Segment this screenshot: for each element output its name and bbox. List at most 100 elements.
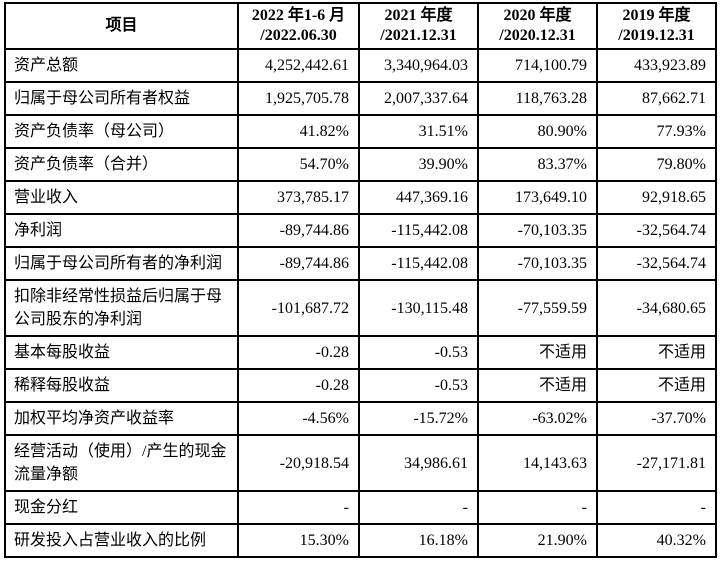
column-header-2019: 2019 年度 /2019.12.31	[596, 2, 717, 50]
item-cell: 经营活动（使用）/产生的现金流量净额	[4, 434, 239, 492]
value-cell: 14,143.63	[477, 434, 598, 492]
table-row: 营业收入 373,785.17 447,369.16 173,649.10 92,918…	[4, 180, 717, 215]
value-cell: 4,252,442.61	[237, 48, 360, 83]
column-header-line2: /2021.12.31	[380, 27, 457, 44]
value-cell: -	[358, 490, 479, 525]
value-cell: 54.70%	[237, 147, 360, 182]
value-cell: 118,763.28	[477, 81, 598, 116]
column-header-line2: /2022.06.30	[260, 27, 337, 44]
column-header-item: 项目	[4, 2, 239, 50]
value-cell: -34,680.65	[596, 279, 717, 337]
table-row: 加权平均净资产收益率 -4.56% -15.72% -63.02% -37.70%	[4, 401, 717, 436]
value-cell: 不适用	[477, 335, 598, 370]
value-cell: -32,564.74	[596, 246, 717, 281]
column-header-2020: 2020 年度 /2020.12.31	[477, 2, 598, 50]
value-cell: 92,918.65	[596, 180, 717, 215]
column-header-line1: 2021 年度	[384, 7, 453, 24]
value-cell: -0.28	[237, 335, 360, 370]
value-cell: 34,986.61	[358, 434, 479, 492]
value-cell: 不适用	[596, 368, 717, 403]
value-cell: 77.93%	[596, 114, 717, 149]
column-header-line1: 2020 年度	[503, 7, 572, 24]
value-cell: 79.80%	[596, 147, 717, 182]
item-cell: 归属于母公司所有者权益	[4, 81, 239, 116]
table-row: 研发投入占营业收入的比例 15.30% 16.18% 21.90% 40.32%	[4, 523, 717, 558]
value-cell: 21.90%	[477, 523, 598, 558]
table-row: 扣除非经常性损益后归属于母公司股东的净利润 -101,687.72 -130,115…	[4, 279, 717, 337]
value-cell: -	[477, 490, 598, 525]
column-header-line2: /2019.12.31	[618, 27, 695, 44]
value-cell: -4.56%	[237, 401, 360, 436]
value-cell: -0.53	[358, 335, 479, 370]
column-header-2022: 2022 年1-6 月 /2022.06.30	[237, 2, 360, 50]
value-cell: -70,103.35	[477, 246, 598, 281]
value-cell: 3,340,964.03	[358, 48, 479, 83]
value-cell: 不适用	[477, 368, 598, 403]
column-header-line1: 2022 年1-6 月	[251, 7, 346, 24]
value-cell: 173,649.10	[477, 180, 598, 215]
item-cell: 资产负债率（母公司）	[4, 114, 239, 149]
value-cell: -15.72%	[358, 401, 479, 436]
value-cell: 714,100.79	[477, 48, 598, 83]
table-row: 基本每股收益 -0.28 -0.53 不适用 不适用	[4, 335, 717, 370]
value-cell: 2,007,337.64	[358, 81, 479, 116]
table-row: 资产总额 4,252,442.61 3,340,964.03 714,100.79 43…	[4, 48, 717, 83]
value-cell: 87,662.71	[596, 81, 717, 116]
value-cell: -89,744.86	[237, 213, 360, 248]
header-row: 项目 2022 年1-6 月 /2022.06.30 2021 年度 /2021…	[4, 2, 717, 50]
table-row: 归属于母公司所有者权益 1,925,705.78 2,007,337.64 118,7…	[4, 81, 717, 116]
value-cell: -130,115.48	[358, 279, 479, 337]
column-header-2021: 2021 年度 /2021.12.31	[358, 2, 479, 50]
item-cell: 净利润	[4, 213, 239, 248]
value-cell: -63.02%	[477, 401, 598, 436]
value-cell: -27,171.81	[596, 434, 717, 492]
value-cell: 41.82%	[237, 114, 360, 149]
value-cell: 373,785.17	[237, 180, 360, 215]
table-row: 经营活动（使用）/产生的现金流量净额 -20,918.54 34,986.61 14,…	[4, 434, 717, 492]
table-row: 归属于母公司所有者的净利润 -89,744.86 -115,442.08 -70,10…	[4, 246, 717, 281]
value-cell: -32,564.74	[596, 213, 717, 248]
value-cell: -101,687.72	[237, 279, 360, 337]
table-body: 资产总额 4,252,442.61 3,340,964.03 714,100.79 43…	[4, 48, 717, 558]
value-cell: -20,918.54	[237, 434, 360, 492]
value-cell: -	[237, 490, 360, 525]
table-row: 净利润 -89,744.86 -115,442.08 -70,103.35 -32,56…	[4, 213, 717, 248]
value-cell: -115,442.08	[358, 213, 479, 248]
value-cell: 15.30%	[237, 523, 360, 558]
value-cell: -89,744.86	[237, 246, 360, 281]
item-cell: 研发投入占营业收入的比例	[4, 523, 239, 558]
item-cell: 现金分红	[4, 490, 239, 525]
item-cell: 营业收入	[4, 180, 239, 215]
table-row: 稀释每股收益 -0.28 -0.53 不适用 不适用	[4, 368, 717, 403]
value-cell: 83.37%	[477, 147, 598, 182]
value-cell: -37.70%	[596, 401, 717, 436]
value-cell: 1,925,705.78	[237, 81, 360, 116]
value-cell: 不适用	[596, 335, 717, 370]
value-cell: 16.18%	[358, 523, 479, 558]
value-cell: 39.90%	[358, 147, 479, 182]
value-cell: 433,923.89	[596, 48, 717, 83]
table-row: 资产负债率（母公司） 41.82% 31.51% 80.90% 77.93%	[4, 114, 717, 149]
value-cell: 80.90%	[477, 114, 598, 149]
value-cell: 447,369.16	[358, 180, 479, 215]
item-cell: 资产总额	[4, 48, 239, 83]
value-cell: -0.53	[358, 368, 479, 403]
item-cell: 加权平均净资产收益率	[4, 401, 239, 436]
table-row: 资产负债率（合并） 54.70% 39.90% 83.37% 79.80%	[4, 147, 717, 182]
value-cell: 31.51%	[358, 114, 479, 149]
column-header-line2: /2020.12.31	[499, 27, 576, 44]
item-cell: 归属于母公司所有者的净利润	[4, 246, 239, 281]
column-header-line1: 2019 年度	[622, 7, 691, 24]
column-header-line1: 项目	[105, 17, 138, 34]
value-cell: -77,559.59	[477, 279, 598, 337]
value-cell: -0.28	[237, 368, 360, 403]
value-cell: -	[596, 490, 717, 525]
financial-summary-table: 项目 2022 年1-6 月 /2022.06.30 2021 年度 /2021…	[4, 2, 717, 558]
value-cell: -115,442.08	[358, 246, 479, 281]
value-cell: -70,103.35	[477, 213, 598, 248]
item-cell: 稀释每股收益	[4, 368, 239, 403]
item-cell: 基本每股收益	[4, 335, 239, 370]
item-cell: 资产负债率（合并）	[4, 147, 239, 182]
value-cell: 40.32%	[596, 523, 717, 558]
